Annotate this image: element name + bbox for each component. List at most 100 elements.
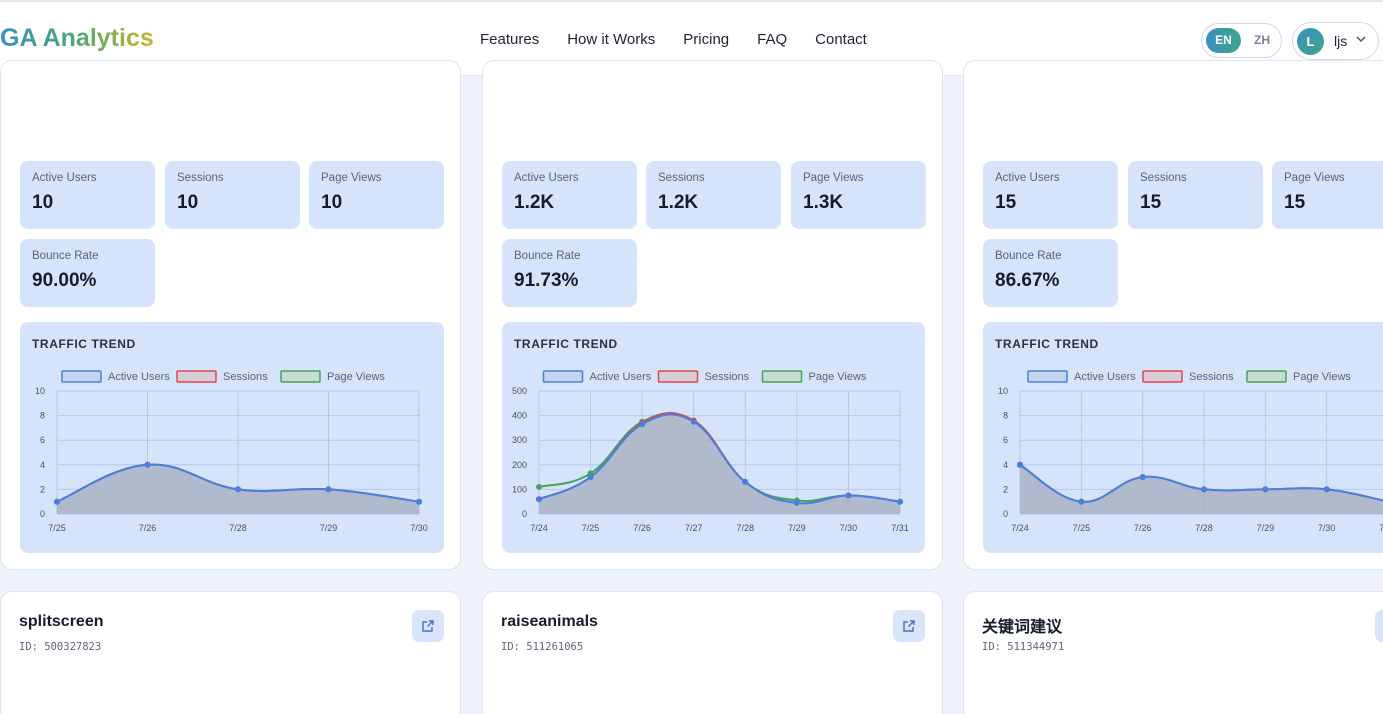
legend-label: Active Users — [590, 371, 652, 383]
data-point — [897, 498, 903, 505]
data-point — [1078, 498, 1085, 505]
stat-value: 86.67% — [995, 270, 1060, 291]
y-tick-label: 0 — [1003, 509, 1008, 519]
x-tick-label: 7/28 — [1195, 523, 1213, 533]
legend-swatch — [176, 370, 217, 383]
open-site-button[interactable] — [1375, 610, 1383, 642]
stat-label: Page Views — [803, 172, 864, 184]
traffic-trend-chart: Active Users Sessions Page Views 0 2 4 6 8 10 7/2… — [998, 370, 1383, 533]
x-tick-label: 7/25 — [1073, 523, 1091, 533]
logo[interactable]: GA Analytics — [0, 24, 154, 52]
site-card[interactable]: raiseanimals ID: 511261065 — [482, 591, 943, 714]
nav-contact[interactable]: Contact — [815, 31, 867, 48]
stat-bounce-rate: Bounce Rate 86.67% — [983, 239, 1118, 307]
lang-zh-button[interactable]: ZH — [1254, 33, 1270, 47]
language-switch: EN ZH — [1201, 23, 1282, 58]
nav-faq[interactable]: FAQ — [757, 31, 788, 48]
traffic-trend-title: TRAFFIC TREND — [995, 337, 1099, 351]
data-point — [587, 474, 594, 481]
legend-label: Page Views — [809, 371, 867, 383]
traffic-trend-chart: Active Users Sessions Page Views 0 100 200 300… — [512, 370, 909, 533]
traffic-trend-title: TRAFFIC TREND — [32, 337, 136, 351]
y-tick-label: 6 — [40, 435, 45, 445]
stat-value: 15 — [995, 192, 1017, 213]
legend-label: Sessions — [1189, 371, 1234, 383]
data-point — [742, 479, 749, 486]
stat-label: Bounce Rate — [32, 250, 99, 262]
data-point — [1201, 486, 1207, 493]
site-stats-card: Active Users 1.2K Sessions 1.2K Page Views… — [482, 60, 943, 570]
data-point — [235, 486, 241, 493]
site-id: ID: 511261065 — [501, 641, 584, 653]
y-tick-label: 10 — [998, 386, 1008, 396]
y-tick-label: 100 — [512, 484, 527, 494]
chevron-down-icon — [1356, 36, 1366, 43]
chart-legend: Active Users Sessions Page Views — [61, 370, 385, 383]
main-nav: Features How it Works Pricing FAQ Contac… — [480, 31, 867, 48]
x-tick-label: 7/24 — [1011, 523, 1029, 533]
legend-swatch — [280, 370, 321, 383]
stat-label: Sessions — [177, 172, 224, 184]
user-name: ljs — [1334, 33, 1348, 49]
x-tick-label: 7/28 — [229, 523, 247, 533]
nav-features[interactable]: Features — [480, 31, 540, 48]
nav-how-it-works[interactable]: How it Works — [567, 31, 656, 48]
stat-value: 1.2K — [514, 192, 555, 213]
site-id: ID: 511344971 — [982, 641, 1065, 653]
user-menu[interactable]: L ljs — [1292, 22, 1379, 60]
data-point — [639, 421, 646, 428]
y-tick-label: 300 — [512, 435, 527, 445]
legend-label: Active Users — [108, 371, 170, 383]
data-point — [325, 486, 332, 493]
data-point — [690, 418, 697, 425]
legend-swatch — [1142, 370, 1183, 383]
x-tick-label: 7/25 — [582, 523, 600, 533]
traffic-trend-panel: TRAFFIC TREND Active Users Sessions Page V… — [983, 322, 1383, 553]
legend-swatch — [761, 370, 803, 383]
legend-label: Page Views — [1293, 371, 1351, 383]
data-point — [536, 483, 542, 490]
data-point — [1139, 474, 1146, 481]
traffic-trend-panel: TRAFFIC TREND Active Users Sessions Page V… — [502, 322, 925, 553]
stat-sessions: Sessions 10 — [165, 161, 300, 229]
legend-swatch — [61, 370, 102, 383]
legend-label: Page Views — [327, 371, 385, 383]
stat-page-views: Page Views 15 — [1272, 161, 1383, 229]
stat-label: Sessions — [658, 172, 705, 184]
y-tick-label: 400 — [512, 411, 527, 421]
site-name: 关键词建议 — [982, 619, 1063, 636]
data-point — [144, 461, 151, 468]
traffic-trend-panel: TRAFFIC TREND Active Users Sessions Page V… — [20, 322, 444, 553]
x-tick-label: 7/31 — [891, 523, 909, 533]
x-tick-label: 7/30 — [410, 523, 428, 533]
stat-label: Page Views — [321, 172, 382, 184]
site-card[interactable]: splitscreen ID: 500327823 — [0, 591, 461, 714]
stat-label: Active Users — [32, 172, 97, 184]
x-tick-label: 7/27 — [685, 523, 703, 533]
nav-pricing[interactable]: Pricing — [683, 31, 730, 48]
legend-swatch — [1246, 370, 1287, 383]
stat-label: Bounce Rate — [995, 250, 1062, 262]
data-point — [793, 499, 800, 506]
traffic-trend-title: TRAFFIC TREND — [514, 337, 618, 351]
stat-value: 1.2K — [658, 192, 699, 213]
stat-label: Active Users — [995, 172, 1060, 184]
site-stats-card: Active Users 15 Sessions 15 Page Views 15 B… — [963, 60, 1383, 570]
stat-sessions: Sessions 15 — [1128, 161, 1263, 229]
site-stats-card: Active Users 10 Sessions 10 Page Views 10 B… — [0, 60, 461, 570]
y-tick-label: 8 — [40, 411, 45, 421]
lang-en-button[interactable]: EN — [1206, 28, 1241, 53]
site-card[interactable]: 关键词建议 ID: 511344971 — [963, 591, 1383, 714]
x-tick-label: 7/24 — [530, 523, 548, 533]
stat-page-views: Page Views 1.3K — [791, 161, 926, 229]
stat-label: Sessions — [1140, 172, 1187, 184]
x-tick-label: 7/31 — [1379, 523, 1383, 533]
open-site-button[interactable] — [412, 610, 444, 642]
x-tick-label: 7/29 — [320, 523, 338, 533]
y-tick-label: 6 — [1003, 435, 1008, 445]
series-area — [57, 464, 419, 514]
x-tick-label: 7/26 — [633, 523, 651, 533]
stat-label: Bounce Rate — [514, 250, 581, 262]
open-site-button[interactable] — [893, 610, 925, 642]
stat-active-users: Active Users 15 — [983, 161, 1118, 229]
